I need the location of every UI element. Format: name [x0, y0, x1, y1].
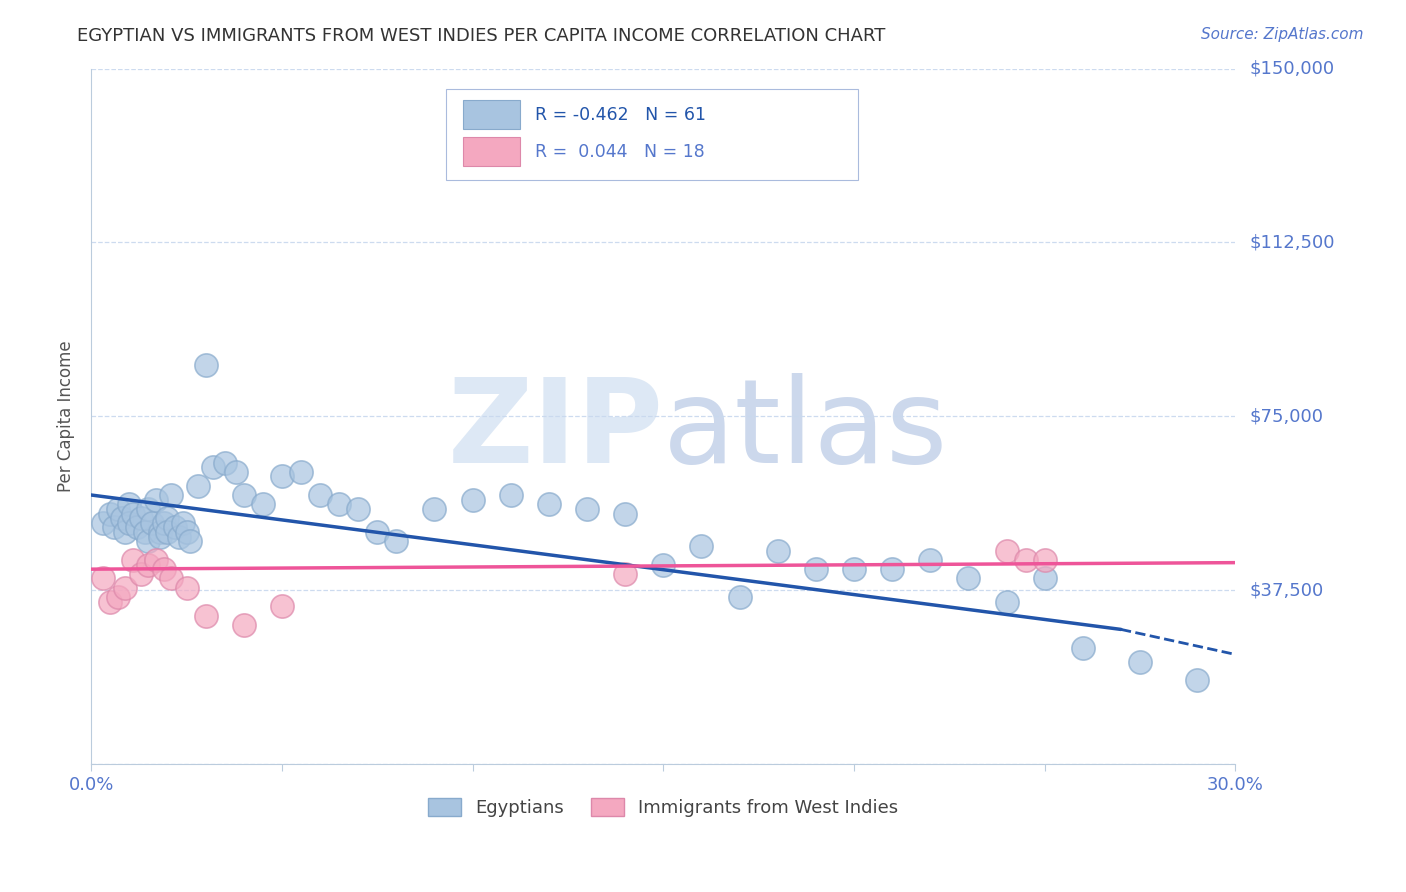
Point — [165, 520, 187, 534]
Point — [920, 553, 942, 567]
Point — [652, 558, 675, 572]
Point — [575, 502, 598, 516]
Point — [252, 497, 274, 511]
Bar — [463, 137, 520, 166]
Point — [129, 566, 152, 581]
Point — [614, 507, 637, 521]
Text: R =  0.044   N = 18: R = 0.044 N = 18 — [536, 143, 704, 161]
Point — [214, 456, 236, 470]
Point — [804, 562, 827, 576]
Point — [232, 488, 254, 502]
Point — [842, 562, 865, 576]
Text: R = -0.462   N = 61: R = -0.462 N = 61 — [536, 106, 706, 124]
Point — [1071, 640, 1094, 655]
Point — [499, 488, 522, 502]
Point — [156, 525, 179, 540]
Text: ZIP: ZIP — [447, 373, 664, 488]
Point — [98, 507, 121, 521]
Point — [107, 590, 129, 604]
Text: EGYPTIAN VS IMMIGRANTS FROM WEST INDIES PER CAPITA INCOME CORRELATION CHART: EGYPTIAN VS IMMIGRANTS FROM WEST INDIES … — [77, 27, 886, 45]
Point — [957, 571, 980, 585]
Point — [995, 543, 1018, 558]
Point — [114, 525, 136, 540]
Point — [187, 479, 209, 493]
Point — [172, 516, 194, 530]
Point — [880, 562, 903, 576]
Point — [290, 465, 312, 479]
Point — [134, 525, 156, 540]
Point — [270, 599, 292, 614]
Text: atlas: atlas — [664, 373, 949, 488]
Text: $75,000: $75,000 — [1250, 408, 1323, 425]
Point — [107, 502, 129, 516]
Point — [160, 571, 183, 585]
Point — [138, 502, 160, 516]
Point — [347, 502, 370, 516]
Point — [690, 539, 713, 553]
Point — [194, 358, 217, 372]
Point — [160, 488, 183, 502]
Legend: Egyptians, Immigrants from West Indies: Egyptians, Immigrants from West Indies — [422, 790, 905, 824]
Text: $150,000: $150,000 — [1250, 60, 1334, 78]
Point — [118, 497, 141, 511]
Point — [149, 525, 172, 540]
Point — [145, 492, 167, 507]
Point — [122, 553, 145, 567]
Point — [194, 608, 217, 623]
Point — [152, 516, 174, 530]
Point — [176, 581, 198, 595]
Bar — [463, 100, 520, 129]
Point — [1129, 655, 1152, 669]
Point — [202, 460, 225, 475]
Y-axis label: Per Capita Income: Per Capita Income — [58, 341, 75, 492]
Point — [537, 497, 560, 511]
Point — [766, 543, 789, 558]
Text: Source: ZipAtlas.com: Source: ZipAtlas.com — [1201, 27, 1364, 42]
Point — [141, 516, 163, 530]
Point — [232, 617, 254, 632]
Point — [152, 562, 174, 576]
Point — [328, 497, 350, 511]
Point — [125, 520, 148, 534]
Point — [176, 525, 198, 540]
Point — [138, 534, 160, 549]
Point — [103, 520, 125, 534]
Point — [225, 465, 247, 479]
Point — [1033, 571, 1056, 585]
Text: $37,500: $37,500 — [1250, 581, 1323, 599]
Point — [614, 566, 637, 581]
Point — [145, 553, 167, 567]
Point — [461, 492, 484, 507]
Point — [366, 525, 388, 540]
Point — [138, 558, 160, 572]
Point — [385, 534, 408, 549]
Point — [91, 571, 114, 585]
Point — [122, 507, 145, 521]
Point — [995, 594, 1018, 608]
Point — [1014, 553, 1036, 567]
Point — [309, 488, 332, 502]
Point — [167, 530, 190, 544]
Point — [118, 516, 141, 530]
Point — [149, 530, 172, 544]
Point — [423, 502, 446, 516]
Point — [129, 511, 152, 525]
FancyBboxPatch shape — [446, 89, 858, 180]
Point — [1033, 553, 1056, 567]
Point — [114, 581, 136, 595]
Point — [111, 511, 134, 525]
Text: $112,500: $112,500 — [1250, 234, 1334, 252]
Point — [98, 594, 121, 608]
Point — [728, 590, 751, 604]
Point — [156, 511, 179, 525]
Point — [179, 534, 201, 549]
Point — [270, 469, 292, 483]
Point — [91, 516, 114, 530]
Point — [1187, 673, 1209, 688]
